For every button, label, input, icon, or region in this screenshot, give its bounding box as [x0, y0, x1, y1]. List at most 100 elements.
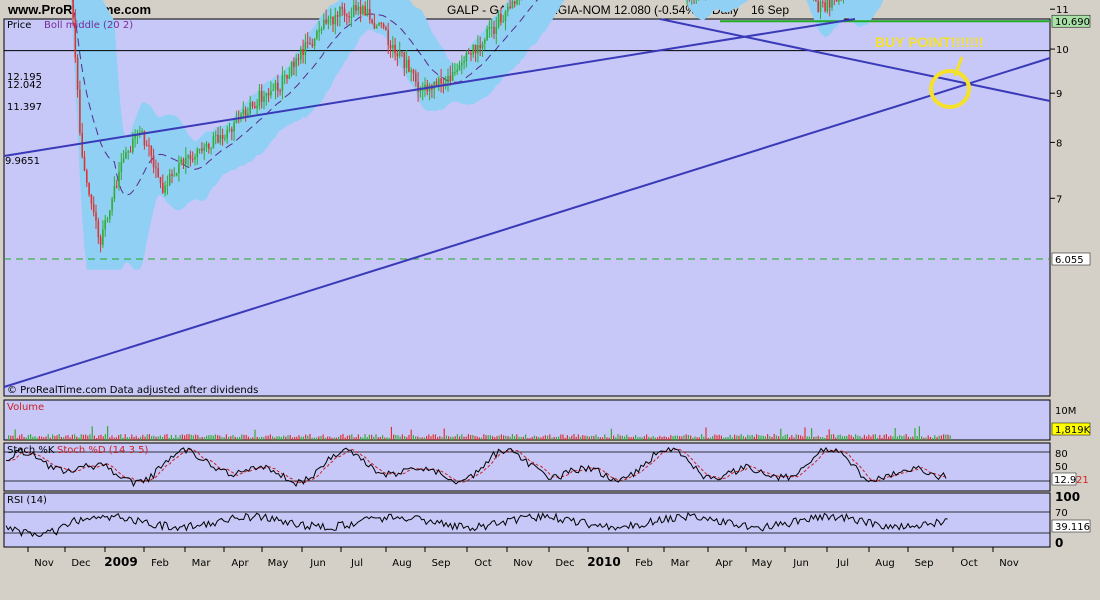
- volume-bar: [23, 437, 25, 440]
- volume-bar: [133, 437, 135, 440]
- volume-bar: [489, 435, 491, 440]
- candle-body: [274, 82, 277, 90]
- bollinger-band-area: [71, 0, 884, 270]
- candle-body: [228, 129, 231, 131]
- candle-body: [378, 23, 380, 26]
- volume-bar: [355, 437, 357, 440]
- volume-bar: [804, 427, 806, 440]
- rsi-badge: [1051, 519, 1091, 533]
- candle-body: [83, 156, 86, 171]
- time-tick-label: Apr: [231, 558, 249, 569]
- candle-body: [815, 0, 817, 1]
- volume-bar: [98, 435, 100, 440]
- volume-bar: [943, 434, 945, 440]
- volume-bar: [25, 437, 27, 440]
- volume-bar: [679, 436, 681, 440]
- volume-bar: [71, 434, 73, 440]
- volume-bar: [663, 436, 665, 440]
- volume-bar: [731, 437, 733, 440]
- last-quote: 12.080 (-0.54%): [614, 3, 700, 17]
- candle-body: [513, 0, 516, 5]
- candle-body: [104, 220, 106, 230]
- volume-bar: [533, 435, 535, 440]
- volume-bar: [725, 437, 727, 440]
- volume-bar: [426, 436, 428, 440]
- time-tick-label: Apr: [715, 558, 733, 569]
- volume-bar: [56, 435, 58, 440]
- line-label-12195: 12.195: [7, 72, 42, 83]
- time-tick-label: Jul: [836, 558, 849, 569]
- candle-body: [401, 51, 403, 53]
- volume-bar: [701, 434, 703, 440]
- candle-body: [481, 43, 484, 49]
- volume-bar: [452, 436, 454, 440]
- volume-bar: [305, 434, 307, 440]
- volume-bar: [459, 436, 461, 440]
- volume-bar: [690, 435, 692, 440]
- volume-bar: [36, 437, 38, 440]
- candle-body: [318, 30, 320, 32]
- time-tick-label: Feb: [635, 558, 653, 569]
- volume-bar: [903, 435, 905, 440]
- volume-bar: [428, 434, 430, 440]
- volume-bar: [868, 434, 870, 440]
- volume-bar: [641, 437, 643, 440]
- volume-bar: [445, 435, 447, 440]
- volume-bar: [835, 437, 837, 440]
- price-panel[interactable]: [3, 18, 1051, 397]
- candle-body: [270, 90, 272, 96]
- volume-bar: [60, 436, 62, 440]
- price-tick-label: 9: [1056, 89, 1062, 100]
- time-tick-label: Mar: [671, 558, 691, 569]
- candle-body: [831, 0, 833, 8]
- candle-body: [394, 44, 396, 54]
- volume-bar: [450, 436, 452, 440]
- candle-body: [389, 45, 392, 49]
- rsi-panel[interactable]: [3, 492, 1051, 548]
- volume-bar: [808, 436, 810, 440]
- candle-body: [109, 210, 111, 220]
- volume-bar: [263, 437, 265, 440]
- volume-bar: [672, 436, 674, 440]
- candle-body: [819, 1, 822, 12]
- volume-bar: [901, 436, 903, 440]
- candle-body: [300, 49, 302, 60]
- volume-bar: [357, 434, 359, 440]
- volume-bar: [800, 435, 802, 440]
- candle-body: [281, 75, 284, 91]
- volume-bar: [648, 436, 650, 440]
- upper-channel-trendline: [3, 18, 856, 157]
- stochastic-panel[interactable]: [3, 442, 1051, 492]
- candle-body: [316, 31, 318, 39]
- candle-body: [198, 148, 201, 150]
- volume-bar: [907, 436, 909, 440]
- volume-panel[interactable]: [3, 399, 1051, 441]
- volume-bar: [500, 434, 502, 440]
- candle-body: [99, 237, 102, 245]
- volume-bar: [910, 437, 912, 440]
- candle-body: [141, 131, 143, 133]
- volume-bar: [113, 437, 115, 440]
- volume-bar: [525, 434, 527, 440]
- volume-bar: [107, 426, 109, 440]
- volume-bar: [335, 437, 337, 440]
- volume-bar: [932, 437, 934, 440]
- candle-body: [497, 13, 500, 27]
- volume-bar: [496, 436, 498, 440]
- candle-body: [293, 61, 295, 67]
- price-tick-label: 8: [1056, 138, 1062, 149]
- volume-bar: [448, 436, 450, 440]
- volume-bar: [685, 434, 687, 440]
- descending-trendline: [659, 18, 1051, 102]
- volume-bar: [41, 436, 43, 440]
- volume-bar: [734, 434, 736, 440]
- candle-body: [122, 158, 125, 163]
- volume-bar: [21, 434, 23, 440]
- volume-bar: [912, 436, 914, 440]
- volume-bar: [555, 436, 557, 440]
- volume-bar: [415, 436, 417, 440]
- volume-bar: [916, 436, 918, 440]
- volume-bar: [256, 436, 258, 440]
- candle-body: [249, 102, 251, 114]
